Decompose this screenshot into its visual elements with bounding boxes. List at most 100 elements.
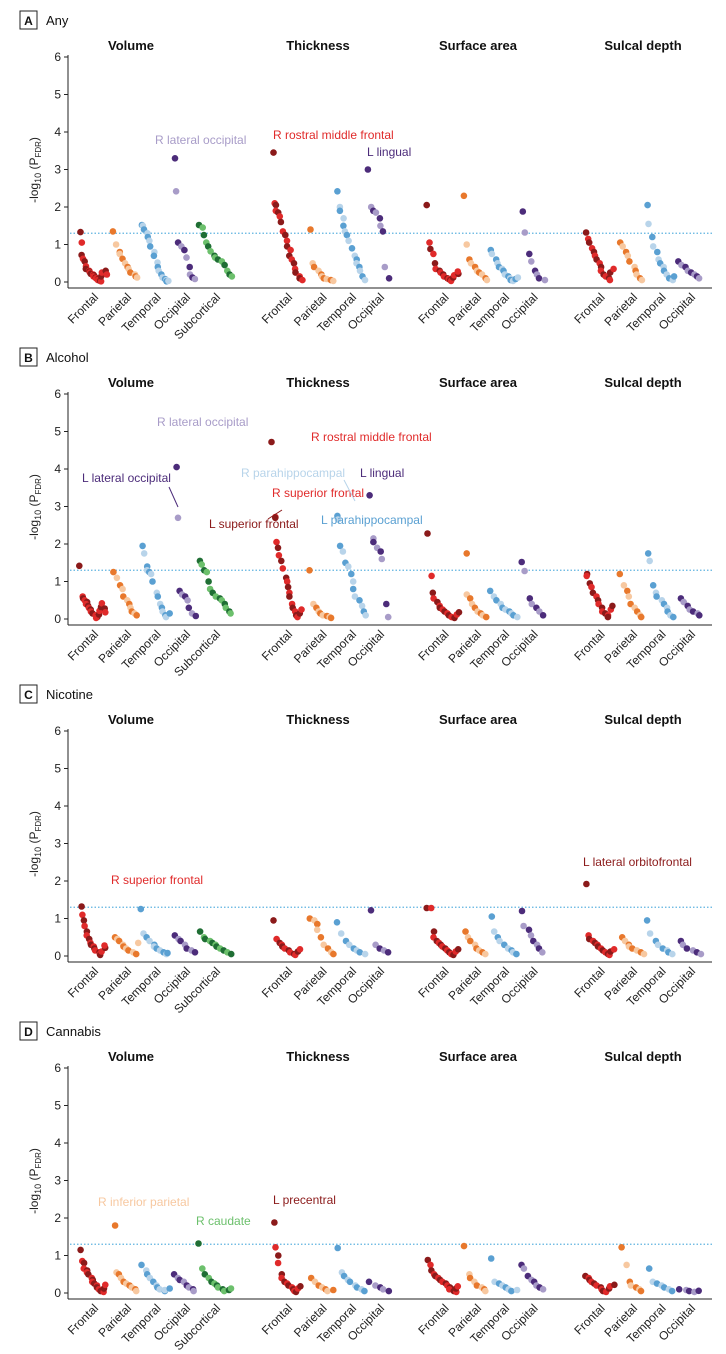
measure-title: Thickness xyxy=(286,712,350,727)
measure-title: Thickness xyxy=(286,375,350,390)
data-point xyxy=(683,945,691,952)
y-tick-label: 0 xyxy=(54,612,61,626)
data-point xyxy=(274,1259,282,1267)
data-point xyxy=(205,578,212,585)
data-point xyxy=(195,1240,202,1247)
x-tick-label: Frontal xyxy=(259,1301,295,1337)
data-point xyxy=(110,568,117,576)
data-point xyxy=(349,585,357,593)
panel-letter: A xyxy=(24,14,33,28)
data-point xyxy=(146,937,153,945)
data-point xyxy=(330,1286,337,1294)
data-point xyxy=(488,913,496,920)
data-point xyxy=(372,209,380,216)
data-point xyxy=(520,922,527,930)
data-point xyxy=(487,1255,495,1262)
data-point xyxy=(227,610,234,617)
annotation-label: R lateral occipital xyxy=(155,133,246,147)
data-point xyxy=(336,542,344,550)
data-point xyxy=(626,258,633,265)
x-tick-label: Frontal xyxy=(65,964,101,1000)
data-point xyxy=(361,1287,368,1295)
data-point xyxy=(430,928,438,935)
data-point xyxy=(166,610,173,617)
data-point xyxy=(191,275,199,283)
y-tick-label: 6 xyxy=(54,724,61,738)
x-tick-label: Frontal xyxy=(65,1301,101,1337)
y-axis-label: -log10 (PFDR) xyxy=(27,474,43,540)
data-point xyxy=(119,585,126,593)
annotation-leader xyxy=(267,509,283,520)
data-point xyxy=(283,237,291,245)
data-point xyxy=(307,226,314,233)
panel-letter: D xyxy=(24,1025,33,1039)
data-point xyxy=(454,1283,462,1290)
data-point xyxy=(297,1283,304,1290)
annotation-label: R superior frontal xyxy=(272,486,364,500)
data-point xyxy=(654,941,662,949)
annotation-label: L precentral xyxy=(273,1193,336,1207)
data-point xyxy=(200,231,208,239)
data-point xyxy=(287,246,294,254)
annotation-label: R inferior parietal xyxy=(98,1195,189,1209)
data-point xyxy=(81,922,88,930)
data-point xyxy=(102,609,109,616)
data-point xyxy=(132,950,140,958)
data-point xyxy=(645,1265,653,1272)
data-point xyxy=(137,905,145,913)
panel-B: B Alcohol 0 1 2 3 4 5 6 -log10 (PFDR) Volume Fronta… xyxy=(19,347,712,679)
data-point xyxy=(154,593,162,600)
data-point xyxy=(654,248,661,256)
data-point xyxy=(279,565,287,572)
data-point xyxy=(192,612,200,620)
measure-title: Sulcal depth xyxy=(604,38,681,53)
data-point xyxy=(637,1287,645,1295)
data-point xyxy=(427,245,434,253)
data-point xyxy=(649,582,657,589)
data-point xyxy=(343,231,351,239)
data-point xyxy=(79,911,86,919)
data-point xyxy=(181,246,188,254)
data-point xyxy=(339,548,347,555)
measure-title: Thickness xyxy=(286,1049,350,1064)
data-point xyxy=(535,275,543,282)
measure-title: Thickness xyxy=(286,38,350,53)
data-point xyxy=(685,1287,693,1295)
data-point xyxy=(649,243,657,250)
data-point xyxy=(356,949,364,956)
data-point xyxy=(76,562,83,570)
measure-title: Sulcal depth xyxy=(604,375,681,390)
data-point xyxy=(611,1281,618,1289)
data-point xyxy=(140,550,148,557)
data-point xyxy=(78,903,85,910)
measure-title: Volume xyxy=(108,1049,154,1064)
data-point xyxy=(346,1278,354,1286)
data-point xyxy=(365,1278,373,1286)
data-point xyxy=(356,597,363,604)
data-point xyxy=(646,930,654,937)
x-tick-label: Frontal xyxy=(259,290,295,326)
data-point xyxy=(330,277,337,285)
y-tick-label: 0 xyxy=(54,275,61,289)
data-point xyxy=(640,950,648,958)
y-tick-label: 3 xyxy=(54,837,61,851)
data-point xyxy=(349,578,357,585)
data-point xyxy=(348,570,355,578)
data-point xyxy=(101,942,108,949)
annotation-label: L lingual xyxy=(367,145,411,159)
data-point xyxy=(313,926,321,934)
data-point xyxy=(610,265,617,273)
data-point xyxy=(283,578,291,585)
data-point xyxy=(514,274,522,281)
data-point xyxy=(696,612,703,619)
data-point xyxy=(272,201,280,209)
x-tick-label: Frontal xyxy=(259,964,295,1000)
data-point xyxy=(272,514,279,522)
data-point xyxy=(270,149,277,156)
y-axis-label: -log10 (PFDR) xyxy=(27,1148,43,1214)
data-point xyxy=(583,880,590,888)
data-point xyxy=(199,1265,206,1272)
data-point xyxy=(521,229,529,236)
data-point xyxy=(646,557,653,565)
data-point xyxy=(486,587,494,595)
